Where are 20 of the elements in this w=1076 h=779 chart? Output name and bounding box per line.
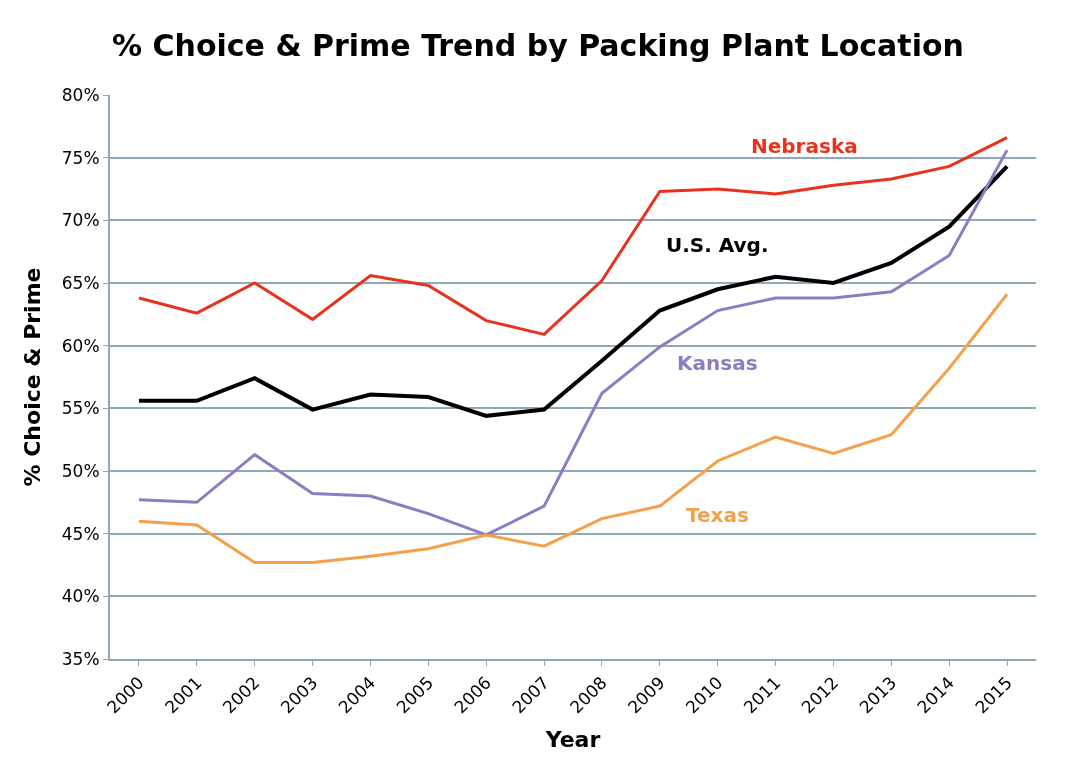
y-tick-label: 80% — [61, 84, 100, 105]
y-tick-label: 75% — [61, 147, 100, 168]
line-series — [137, 136, 1009, 336]
y-tick-label: 55% — [61, 398, 100, 419]
y-tick-label: 35% — [61, 648, 100, 669]
y-tick-label: 70% — [61, 210, 100, 231]
y-tick-label: 40% — [61, 586, 100, 607]
series-label: Texas — [686, 503, 749, 527]
series-label: U.S. Avg. — [666, 233, 769, 257]
series-label: Kansas — [677, 351, 758, 375]
y-axis-title: % Choice & Prime — [20, 267, 46, 487]
y-tick-label: 60% — [61, 335, 100, 356]
chart-title: % Choice & Prime Trend by Packing Plant Location — [112, 28, 964, 64]
y-tick-label: 45% — [61, 523, 100, 544]
x-axis-title: Year — [544, 726, 601, 752]
y-tick-label: 50% — [61, 460, 100, 481]
line-series — [137, 292, 1009, 564]
y-tick-label: 65% — [61, 272, 100, 293]
series-label: Nebraska — [751, 134, 858, 158]
line-series — [136, 164, 1010, 418]
